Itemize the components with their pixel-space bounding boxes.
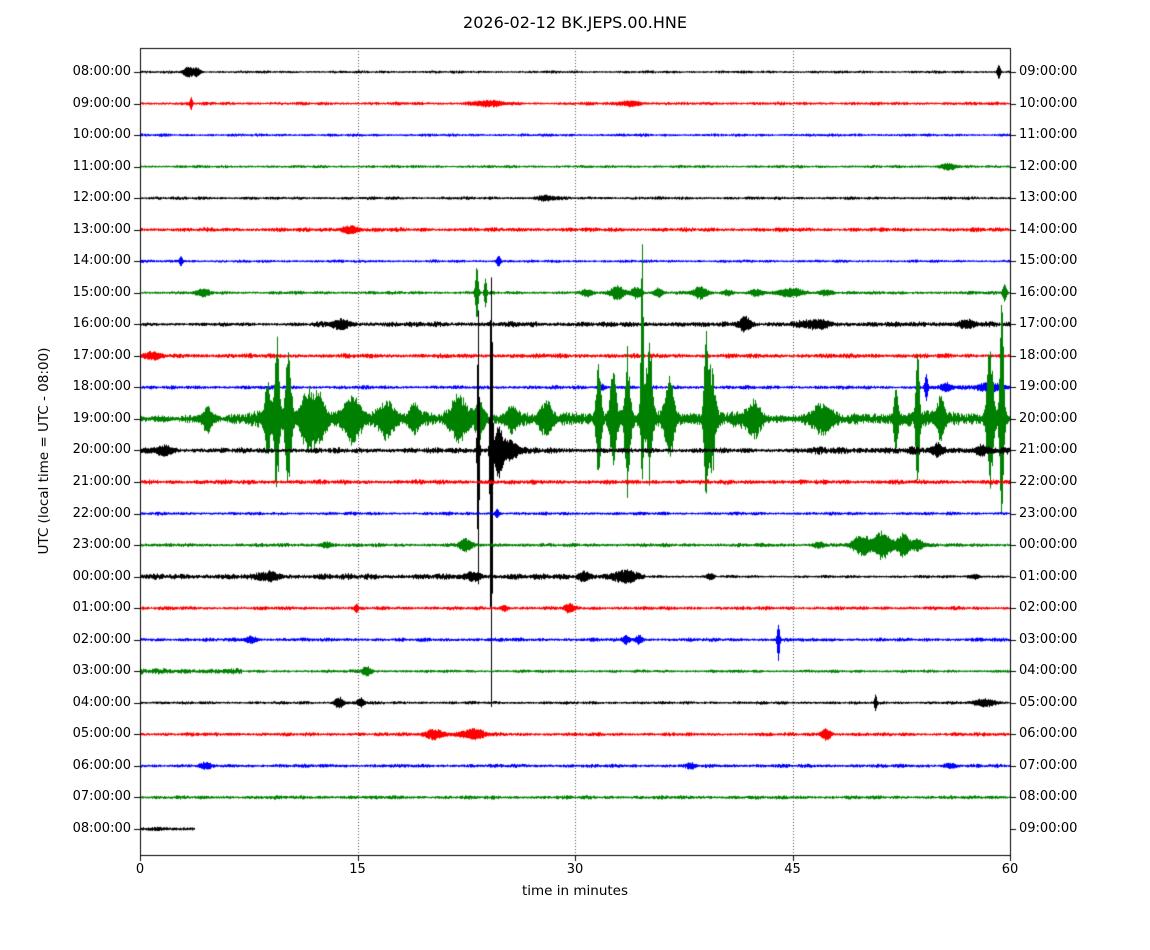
y-tick-label-left: 14:00:00 (72, 253, 131, 269)
y-tick-label-right: 02:00:00 (1019, 600, 1078, 616)
y-tick-label-right: 00:00:00 (1019, 537, 1078, 553)
y-tick-label-right: 18:00:00 (1019, 347, 1078, 363)
y-tick-label-left: 02:00:00 (72, 631, 131, 647)
y-tick-label-right: 20:00:00 (1019, 410, 1078, 426)
y-tick-label-left: 09:00:00 (72, 95, 131, 111)
y-tick-label-left: 17:00:00 (72, 347, 131, 363)
y-tick-label-left: 11:00:00 (72, 158, 131, 174)
y-tick-label-left: 04:00:00 (72, 694, 131, 710)
y-tick-label-right: 04:00:00 (1019, 663, 1078, 679)
y-tick-label-right: 05:00:00 (1019, 694, 1078, 710)
y-tick-label-right: 16:00:00 (1019, 284, 1078, 300)
y-tick-label-left: 00:00:00 (72, 568, 131, 584)
y-tick-label-left: 08:00:00 (72, 820, 131, 836)
y-tick-label-right: 09:00:00 (1019, 64, 1078, 79)
y-tick-label-left: 07:00:00 (72, 789, 131, 805)
x-tick-label: 60 (1001, 862, 1019, 877)
y-tick-label-right: 11:00:00 (1019, 127, 1078, 143)
y-tick-label-left: 12:00:00 (72, 190, 131, 206)
y-tick-label-left: 06:00:00 (72, 757, 131, 773)
y-tick-label-left: 03:00:00 (72, 663, 131, 679)
y-tick-label-left: 08:00:00 (72, 64, 131, 79)
y-tick-label-left: 18:00:00 (72, 379, 131, 395)
y-tick-label-right: 06:00:00 (1019, 726, 1078, 742)
y-tick-label-left: 15:00:00 (72, 284, 131, 300)
x-tick-label: 15 (349, 862, 366, 877)
y-tick-label-right: 15:00:00 (1019, 253, 1078, 269)
y-tick-label-left: 01:00:00 (72, 600, 131, 616)
y-tick-label-right: 01:00:00 (1019, 568, 1078, 584)
y-tick-label-left: 21:00:00 (72, 474, 131, 490)
y-tick-label-right: 09:00:00 (1019, 820, 1078, 836)
y-tick-label-left: 05:00:00 (72, 726, 131, 742)
x-tick-label: 30 (566, 862, 584, 877)
y-tick-label-left: 22:00:00 (72, 505, 131, 521)
y-tick-label-left: 19:00:00 (72, 410, 131, 426)
x-tick-label: 0 (135, 862, 145, 877)
y-tick-label-right: 22:00:00 (1019, 474, 1078, 490)
y-tick-label-right: 10:00:00 (1019, 95, 1078, 111)
y-tick-label-right: 14:00:00 (1019, 221, 1078, 237)
x-axis-label: time in minutes (521, 883, 629, 899)
chart-title: 2026-02-12 BK.JEPS.00.HNE (463, 13, 687, 32)
y-tick-label-right: 12:00:00 (1019, 158, 1078, 174)
x-tick-label: 45 (784, 862, 801, 877)
y-tick-label-right: 19:00:00 (1019, 379, 1078, 395)
y-tick-label-right: 17:00:00 (1019, 316, 1078, 332)
y-tick-label-right: 13:00:00 (1019, 190, 1078, 206)
y-tick-label-left: 20:00:00 (72, 442, 131, 458)
y-tick-label-right: 03:00:00 (1019, 631, 1078, 647)
y-tick-label-left: 23:00:00 (72, 537, 131, 553)
y-tick-label-left: 13:00:00 (72, 221, 131, 237)
y-tick-label-right: 23:00:00 (1019, 505, 1078, 521)
y-tick-label-left: 16:00:00 (72, 316, 131, 332)
y-tick-label-right: 08:00:00 (1019, 789, 1078, 805)
y-tick-label-right: 21:00:00 (1019, 442, 1078, 458)
y-tick-label-right: 07:00:00 (1019, 757, 1078, 773)
y-tick-label-left: 10:00:00 (72, 127, 131, 143)
